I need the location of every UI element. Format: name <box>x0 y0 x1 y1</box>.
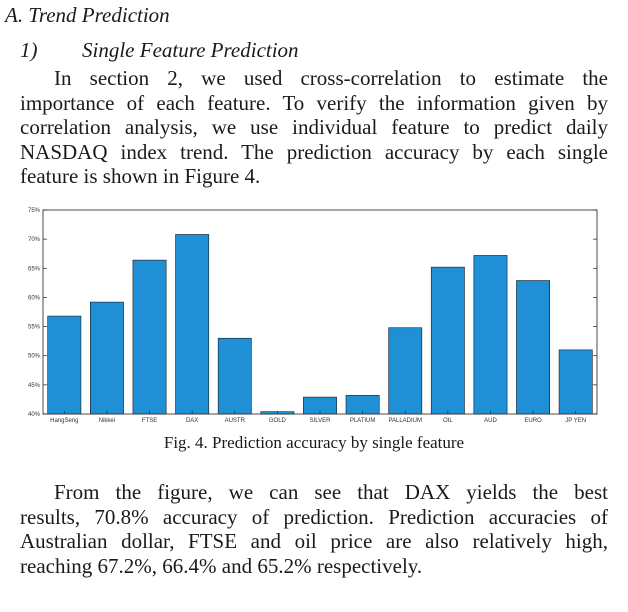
paragraph-line: From the figure, we can see that DAX yie… <box>54 480 608 504</box>
subsection-number: 1) <box>20 38 38 62</box>
y-tick-label: 50% <box>28 354 41 360</box>
y-tick-label: 60% <box>28 295 41 301</box>
x-tick-label: AUSTR <box>225 418 246 424</box>
y-tick-label: 70% <box>28 237 41 243</box>
x-tick-label: FTSE <box>142 418 157 424</box>
x-tick-label: HangSeng <box>50 418 78 424</box>
bar-austr <box>217 337 252 415</box>
y-tick-label: 65% <box>28 266 41 272</box>
plot-frame <box>42 209 598 415</box>
x-tick-label: PALLADIUM <box>388 418 422 424</box>
bar-dax <box>175 234 210 415</box>
x-tick-label: Nikkei <box>99 418 115 424</box>
paragraph-line: results, 70.8% accuracy of prediction. P… <box>20 504 608 529</box>
paragraph-conclusion: From the figure, we can see that DAX yie… <box>20 480 608 578</box>
paragraph-line: feature is shown in Figure 4. <box>20 164 261 188</box>
y-tick-label: 40% <box>28 412 41 418</box>
x-tick-label: SILVER <box>310 418 332 424</box>
x-tick-label: GOLD <box>269 418 287 424</box>
bar-ftse <box>132 259 167 415</box>
bar-euro <box>516 280 550 415</box>
bar-oil <box>430 266 465 415</box>
figure-caption: Fig. 4. Prediction accuracy by single fe… <box>163 433 465 452</box>
bar-aud <box>473 255 508 415</box>
subsection-heading: 1) Single Feature Prediction <box>20 38 299 63</box>
paragraph-intro: In section 2, we used cross-correlation … <box>20 66 608 189</box>
section-heading: A. Trend Prediction <box>5 3 170 27</box>
x-tick-label: EURO <box>524 418 542 424</box>
paragraph-line: correlation analysis, we use individual … <box>20 115 608 139</box>
bar-palladium <box>388 327 423 415</box>
y-tick-label: 75% <box>28 208 41 214</box>
bar-nikkei <box>90 301 124 415</box>
paragraph-line: In section 2, we used cross-correlation … <box>54 66 608 90</box>
x-tick-label: OIL <box>443 418 453 424</box>
subsection-title: Single Feature Prediction <box>82 38 299 62</box>
x-tick-label: AUD <box>484 418 497 424</box>
paragraph-line: Australian dollar, FTSE and oil price ar… <box>20 529 608 553</box>
bar-hangseng <box>47 315 82 415</box>
x-tick-label: DAX <box>186 418 198 424</box>
paragraph-line: NASDAQ index trend. The prediction accur… <box>20 139 608 164</box>
paragraph-line: reaching 67.2%, 66.4% and 65.2% respecti… <box>20 553 423 578</box>
paragraph-line: importance of each feature. To verify th… <box>20 90 608 115</box>
x-tick-label: JP YEN <box>565 418 586 424</box>
y-tick-label: 55% <box>28 325 41 331</box>
prediction-accuracy-bar-chart: 40% 45% 50% 55% 60% 65% 70% 75% HangSeng Nikkei FT… <box>28 208 598 424</box>
bar-jp-yen <box>558 349 593 415</box>
y-tick-label: 45% <box>28 383 41 389</box>
x-tick-label: PLATIUM <box>350 418 376 424</box>
